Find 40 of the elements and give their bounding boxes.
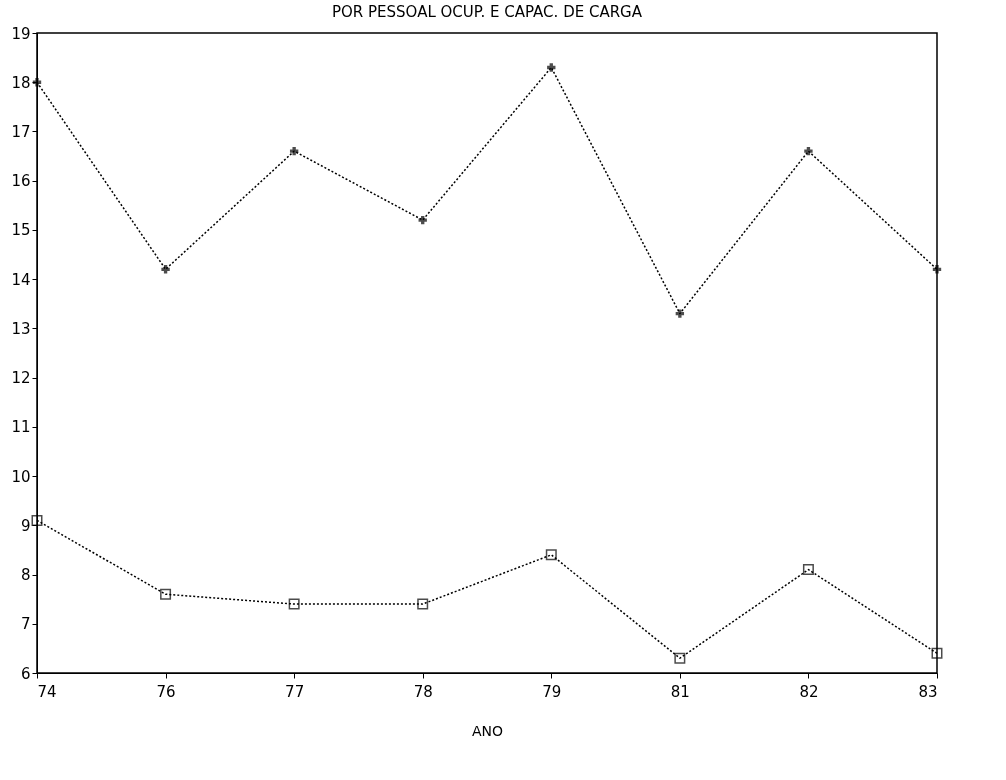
x-tick-label: 83 <box>918 682 938 701</box>
x-tick-label: 82 <box>799 682 819 701</box>
y-tick-label: 18 <box>11 73 31 92</box>
point <box>288 598 300 610</box>
y-tick-label: 12 <box>11 369 31 388</box>
point <box>545 549 557 561</box>
point <box>289 146 299 156</box>
point <box>675 309 685 318</box>
y-tick-label: 19 <box>11 24 31 43</box>
x-tick-label: 81 <box>670 682 690 701</box>
y-tick-label: 11 <box>11 418 31 437</box>
point <box>547 63 556 72</box>
point <box>31 514 43 526</box>
y-tick-label: 6 <box>20 664 31 683</box>
x-tick-label: 76 <box>156 682 176 701</box>
point <box>674 652 686 664</box>
point <box>161 265 170 274</box>
y-tick-label: 15 <box>11 221 31 240</box>
y-tick-label: 8 <box>20 566 31 585</box>
chart-title: POR PESSOAL OCUP. E CAPAC. DE CARGA <box>332 3 643 21</box>
point <box>32 78 42 87</box>
y-tick-label: 16 <box>11 172 31 191</box>
point <box>160 588 172 600</box>
y-tick-label: 10 <box>11 467 31 486</box>
point <box>804 146 813 156</box>
y-tick-label: 14 <box>11 270 31 289</box>
point <box>931 647 943 659</box>
y-tick-label: 17 <box>11 122 31 141</box>
point <box>418 215 427 225</box>
x-tick-label: 77 <box>285 682 305 701</box>
y-tick-label: 9 <box>20 516 31 535</box>
point <box>802 564 814 576</box>
x-tick-label: 78 <box>413 682 433 701</box>
x-axis-title: ANO <box>471 722 504 739</box>
y-tick-label: 7 <box>20 615 31 634</box>
point <box>417 598 429 610</box>
y-tick-label: 13 <box>11 319 31 338</box>
point <box>932 265 942 274</box>
x-tick-label: 74 <box>37 682 57 701</box>
x-tick-label: 79 <box>542 682 562 701</box>
